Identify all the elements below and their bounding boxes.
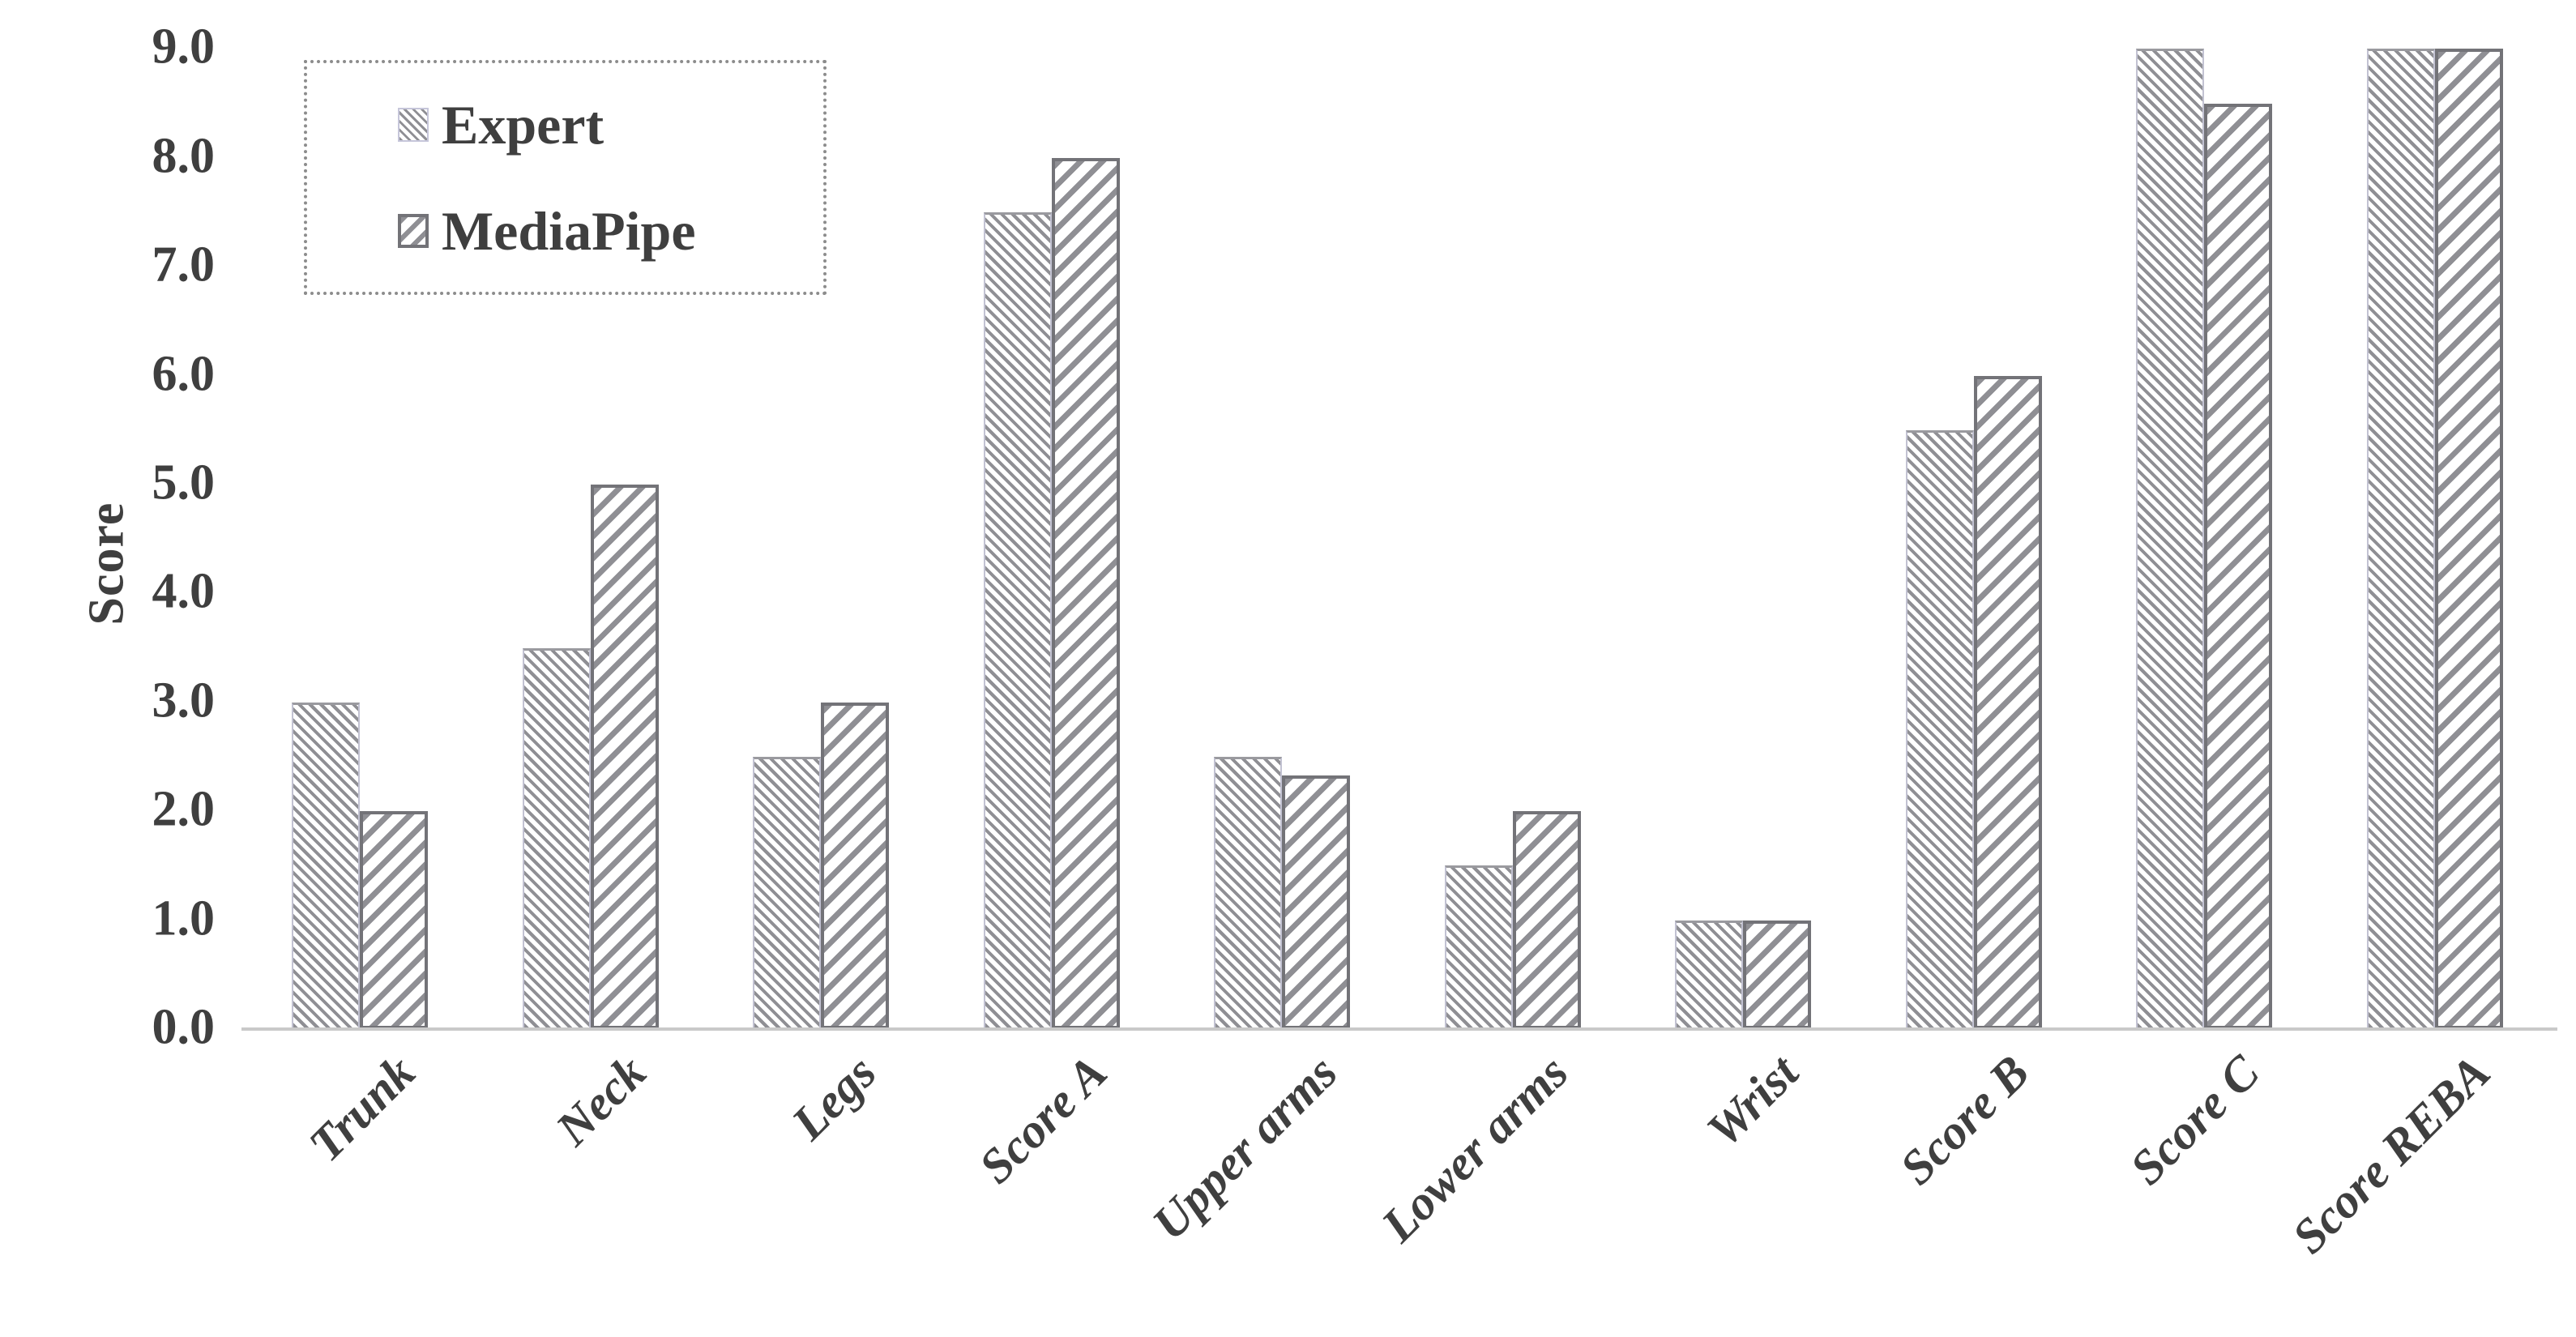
legend-label-expert: Expert (442, 93, 604, 156)
y-tick-label-0.0: 0.0 (152, 999, 216, 1055)
legend-item-mediapipe: MediaPipe (398, 203, 823, 258)
bar-expert-upper-arms (1214, 757, 1282, 1029)
y-tick-label-4.0: 4.0 (152, 563, 216, 619)
legend-item-expert: Expert (398, 97, 823, 152)
bar-expert-wrist (1675, 921, 1743, 1029)
bar-expert-score-c (2136, 49, 2204, 1029)
y-tick-label-7.0: 7.0 (152, 237, 216, 293)
y-tick-label-2.0: 2.0 (152, 781, 216, 837)
legend-label-mediapipe: MediaPipe (442, 199, 696, 262)
bar-mediapipe-score-b (1973, 376, 2042, 1029)
bar-expert-score-reba (2366, 49, 2435, 1029)
y-tick-label-5.0: 5.0 (152, 455, 216, 510)
bar-expert-trunk (292, 703, 360, 1029)
x-label-trunk: Trunk (298, 1044, 425, 1172)
bar-expert-score-a (983, 212, 1052, 1029)
y-tick-label-1.0: 1.0 (152, 891, 216, 946)
bar-mediapipe-trunk (360, 811, 428, 1029)
bar-mediapipe-score-c (2204, 104, 2272, 1029)
bar-expert-neck (522, 648, 591, 1029)
bar-mediapipe-score-a (1051, 158, 1120, 1029)
mediapipe-hatch-swatch-icon (398, 213, 429, 248)
bar-mediapipe-upper-arms (1282, 775, 1350, 1029)
bar-expert-lower-arms (1444, 865, 1513, 1029)
expert-hatch-swatch-icon (398, 107, 429, 142)
chart-legend: Expert MediaPipe (304, 60, 827, 295)
y-tick-label-9.0: 9.0 (152, 19, 216, 75)
bar-mediapipe-wrist (1743, 921, 1811, 1029)
bar-expert-legs (753, 757, 821, 1029)
y-tick-label-3.0: 3.0 (152, 673, 216, 728)
bar-expert-score-b (1905, 430, 1974, 1029)
bar-mediapipe-neck (590, 485, 659, 1029)
bar-mediapipe-score-reba (2434, 49, 2503, 1029)
x-axis-baseline (241, 1027, 2557, 1031)
bar-mediapipe-legs (821, 703, 889, 1029)
y-tick-label-8.0: 8.0 (152, 128, 216, 184)
y-tick-label-6.0: 6.0 (152, 346, 216, 402)
bar-mediapipe-lower-arms (1512, 811, 1581, 1029)
